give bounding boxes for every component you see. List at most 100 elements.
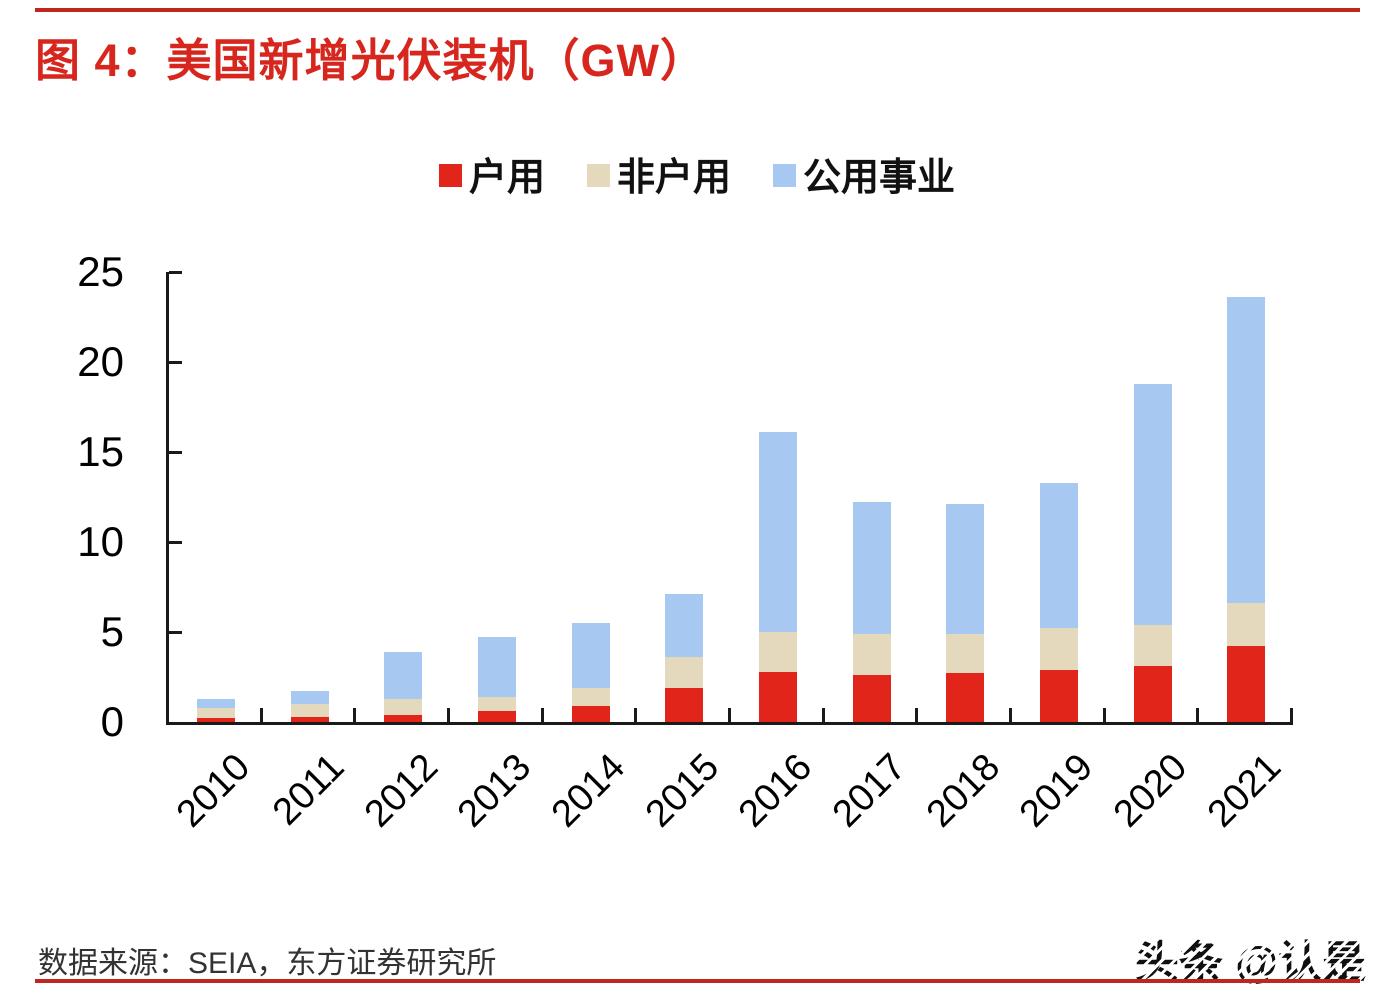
- y-axis-tick: [169, 360, 182, 364]
- legend-item-非户用: 非户用: [586, 146, 731, 201]
- bar-segment-户用-2020: [1133, 666, 1172, 722]
- bar-segment-公用事业-2013: [477, 637, 516, 697]
- x-axis-label-2021: 2021: [1199, 746, 1289, 836]
- x-axis-tick: [353, 708, 357, 722]
- x-axis-label-2014: 2014: [543, 746, 634, 836]
- bar-2017: [852, 502, 891, 722]
- bar-segment-非户用-2013: [477, 696, 516, 712]
- legend-swatch: [438, 164, 462, 187]
- bar-segment-户用-2015: [665, 687, 704, 722]
- x-axis-tick: [1102, 708, 1106, 722]
- bar-segment-户用-2021: [1227, 646, 1266, 722]
- bar-segment-户用-2016: [758, 671, 797, 722]
- bar-segment-公用事业-2010: [196, 698, 235, 708]
- y-axis-label: 15: [77, 428, 124, 475]
- bar-2013: [477, 637, 516, 722]
- bar-segment-公用事业-2016: [758, 432, 797, 633]
- bar-segment-公用事业-2015: [665, 594, 704, 658]
- y-axis-tick: [169, 540, 182, 544]
- x-axis-label-2013: 2013: [450, 746, 540, 836]
- bar-2021: [1227, 297, 1266, 722]
- bar-2016: [758, 432, 797, 722]
- legend-label: 非户用: [616, 157, 731, 199]
- bar-segment-非户用-2018: [946, 633, 985, 674]
- x-axis-label-2010: 2010: [169, 746, 259, 836]
- bar-segment-非户用-2017: [852, 633, 891, 676]
- bar-segment-户用-2019: [1039, 669, 1078, 722]
- x-axis-tick: [447, 708, 450, 722]
- legend-label: 户用: [468, 157, 545, 199]
- legend: 户用 非户用 公用事业: [0, 146, 1394, 201]
- y-axis-label: 20: [77, 338, 124, 385]
- x-axis-tick: [634, 708, 638, 722]
- bar-segment-公用事业-2019: [1039, 482, 1078, 629]
- bar-segment-户用-2012: [384, 714, 423, 722]
- legend-swatch: [773, 164, 796, 187]
- bar-segment-非户用-2015: [665, 657, 704, 688]
- bar-segment-户用-2014: [571, 705, 610, 722]
- bar-segment-非户用-2011: [290, 704, 329, 717]
- top-divider: [35, 8, 1360, 12]
- bar-segment-非户用-2010: [196, 707, 235, 719]
- bar-segment-公用事业-2012: [384, 651, 423, 699]
- x-axis-tick: [728, 708, 731, 722]
- bar-2010: [196, 698, 235, 722]
- x-axis-tick: [259, 708, 263, 722]
- x-axis-tick: [1196, 708, 1200, 722]
- x-axis-label-2019: 2019: [1012, 746, 1102, 836]
- x-axis-label-2011: 2011: [264, 746, 353, 834]
- bar-2011: [290, 691, 329, 722]
- x-axis-tick: [1290, 708, 1293, 722]
- bar-segment-户用-2013: [477, 711, 516, 722]
- plot-area: [166, 270, 1293, 725]
- bar-segment-户用-2010: [196, 718, 235, 722]
- x-axis-labels: 2010 2011 2012 2013 2014 2015 2016 2017 2018 2019…: [166, 722, 1290, 872]
- x-axis-label-2015: 2015: [637, 746, 727, 836]
- bar-2012: [384, 651, 423, 722]
- bar-segment-公用事业-2011: [290, 691, 329, 705]
- y-axis-labels: 0 5 10 15 20 25: [0, 248, 128, 745]
- bar-2020: [1133, 383, 1172, 722]
- bar-2019: [1039, 482, 1078, 722]
- watermark: 头条 @认是: [1135, 926, 1366, 990]
- bar-2014: [571, 623, 610, 722]
- y-axis-label: 25: [77, 248, 124, 295]
- bar-2015: [665, 594, 704, 722]
- bar-segment-非户用-2014: [571, 687, 610, 706]
- y-axis-tick: [169, 270, 182, 274]
- x-axis-tick: [540, 708, 544, 722]
- bar-segment-公用事业-2020: [1133, 383, 1172, 625]
- bottom-divider: [35, 979, 1360, 983]
- y-axis-tick: [169, 450, 182, 454]
- legend-item-公用事业: 公用事业: [773, 146, 955, 201]
- legend-swatch: [586, 164, 610, 187]
- legend-label: 公用事业: [803, 157, 956, 199]
- y-axis-tick: [169, 630, 182, 634]
- x-axis-tick: [915, 708, 919, 722]
- bar-segment-非户用-2020: [1133, 624, 1172, 667]
- x-axis-label-2018: 2018: [918, 746, 1008, 836]
- bar-segment-非户用-2019: [1039, 628, 1078, 670]
- legend-item-户用: 户用: [438, 146, 545, 201]
- bar-segment-户用-2018: [946, 673, 985, 722]
- bar-segment-非户用-2021: [1227, 603, 1266, 647]
- x-axis-label-2017: 2017: [824, 746, 915, 836]
- bar-segment-户用-2017: [852, 675, 891, 722]
- y-axis-label: 5: [100, 608, 124, 655]
- x-axis-tick: [821, 708, 825, 722]
- source-note: 数据来源：SEIA，东方证券研究所: [38, 947, 497, 980]
- bar-2018: [946, 504, 985, 722]
- bar-segment-公用事业-2014: [571, 623, 610, 688]
- x-axis-label-2020: 2020: [1105, 746, 1196, 836]
- y-axis-label: 0: [100, 698, 124, 745]
- x-axis-label-2012: 2012: [356, 746, 446, 836]
- bar-segment-公用事业-2021: [1227, 297, 1266, 604]
- y-axis-label: 10: [77, 518, 124, 565]
- figure-title: 图 4：美国新增光伏装机（GW）: [35, 35, 707, 86]
- bar-segment-非户用-2012: [384, 698, 423, 715]
- bar-segment-户用-2011: [290, 716, 329, 722]
- bar-segment-非户用-2016: [758, 632, 797, 672]
- bar-segment-公用事业-2018: [946, 504, 985, 634]
- x-axis-label-2016: 2016: [731, 746, 821, 836]
